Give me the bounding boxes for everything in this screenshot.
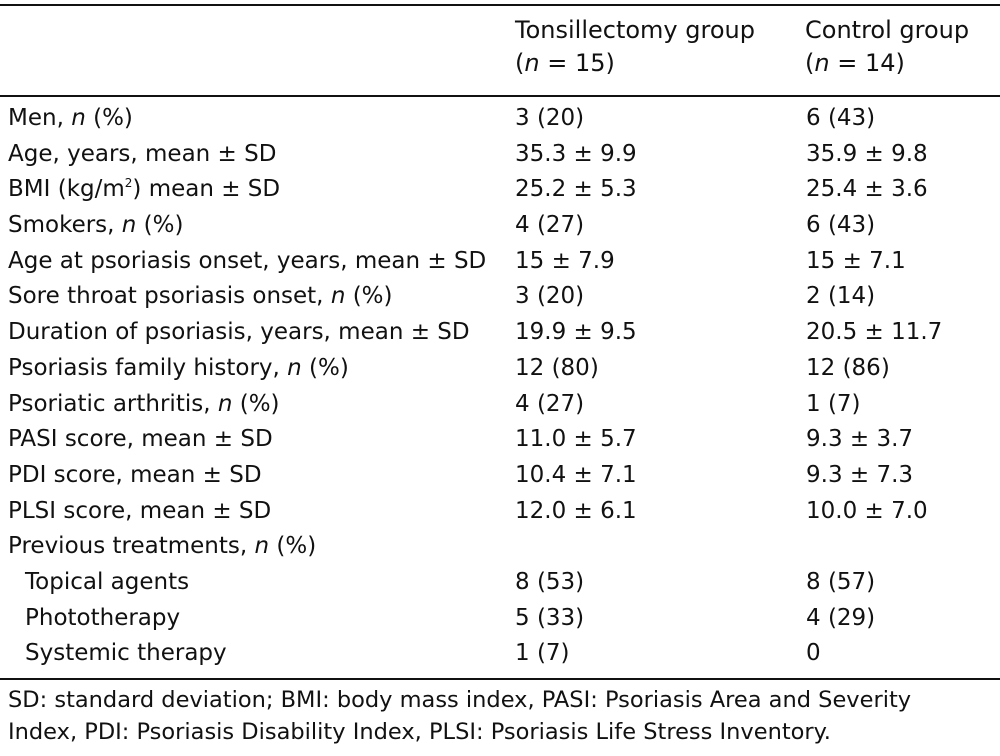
table-row: Phototherapy 5 (33) 4 (29) bbox=[0, 601, 1000, 637]
cell-tonsillectomy-value: 19.9 ± 9.5 bbox=[515, 319, 637, 346]
cell-tonsillectomy-value: 12.0 ± 6.1 bbox=[515, 497, 637, 524]
cell-control-value: 9.3 ± 3.7 bbox=[806, 426, 914, 453]
row-label: Duration of psoriasis, years, mean ± SD bbox=[8, 319, 470, 346]
row-label: Systemic therapy bbox=[25, 640, 227, 667]
table-row: Men, n (%) 3 (20) 6 (43) bbox=[0, 101, 1000, 137]
cell-tonsillectomy-value: 1 (7) bbox=[515, 640, 570, 667]
row-label-italic: n bbox=[254, 533, 270, 560]
table-row: Age at psoriasis onset, years, mean ± SD… bbox=[0, 244, 1000, 280]
cell-tonsillectomy-value: 4 (27) bbox=[515, 390, 585, 417]
row-label-italic: n bbox=[217, 390, 233, 417]
table-footnote: SD: standard deviation; BMI: body mass i… bbox=[8, 684, 998, 748]
cell-tonsillectomy-value: 10.4 ± 7.1 bbox=[515, 461, 637, 488]
table-row: Topical agents 8 (53) 8 (57) bbox=[0, 565, 1000, 601]
cell-tonsillectomy-value: 15 ± 7.9 bbox=[515, 247, 615, 274]
cell-tonsillectomy-value: 3 (20) bbox=[515, 283, 585, 310]
header-control-group: Control group (n = 14) bbox=[805, 14, 969, 80]
row-label: PDI score, mean ± SD bbox=[8, 461, 262, 488]
table-row: Duration of psoriasis, years, mean ± SD 1… bbox=[0, 315, 1000, 351]
row-label-text: (%) bbox=[345, 283, 393, 310]
table-row: Psoriatic arthritis, n (%) 4 (27) 1 (7) bbox=[0, 387, 1000, 423]
row-label-text: (%) bbox=[232, 390, 280, 417]
table-row: PDI score, mean ± SD 10.4 ± 7.1 9.3 ± 7.3 bbox=[0, 458, 1000, 494]
table-bottom-rule bbox=[0, 678, 1000, 680]
table-row: Age, years, mean ± SD 35.3 ± 9.9 35.9 ± 9.… bbox=[0, 137, 1000, 173]
row-label-italic: n bbox=[330, 283, 346, 310]
cell-tonsillectomy-value: 4 (27) bbox=[515, 212, 585, 239]
table-row: Psoriasis family history, n (%) 12 (80) 12… bbox=[0, 351, 1000, 387]
table-row: BMI (kg/m2) mean ± SD 25.2 ± 5.3 25.4 ± 3.… bbox=[0, 172, 1000, 208]
cell-control-value: 35.9 ± 9.8 bbox=[806, 140, 928, 167]
footnote-line-1: SD: standard deviation; BMI: body mass i… bbox=[8, 687, 912, 713]
row-label: Smokers, n (%) bbox=[8, 208, 184, 244]
cell-control-value: 25.4 ± 3.6 bbox=[806, 176, 928, 203]
cell-control-value: 0 bbox=[806, 640, 821, 667]
row-label-text: ) mean ± SD bbox=[132, 176, 281, 203]
cell-tonsillectomy-value: 25.2 ± 5.3 bbox=[515, 176, 637, 203]
row-label: Topical agents bbox=[25, 568, 190, 595]
row-label: Psoriatic arthritis, n (%) bbox=[8, 387, 280, 423]
header-col1-title: Tonsillectomy group bbox=[515, 16, 755, 44]
header-col2-n: (n = 14) bbox=[805, 49, 905, 77]
row-label: Men, n (%) bbox=[8, 101, 133, 137]
cell-control-value: 6 (43) bbox=[806, 212, 876, 239]
table-header: Tonsillectomy group (n = 15) Control gro… bbox=[0, 14, 1000, 86]
header-tonsillectomy-group: Tonsillectomy group (n = 15) bbox=[515, 14, 755, 80]
table-row: Sore throat psoriasis onset, n (%) 3 (20)… bbox=[0, 279, 1000, 315]
row-label: Psoriasis family history, n (%) bbox=[8, 351, 349, 387]
table-header-rule bbox=[0, 95, 1000, 97]
table-body: Men, n (%) 3 (20) 6 (43) Age, years, mean ±… bbox=[0, 101, 1000, 672]
table-row: Previous treatments, n (%) bbox=[0, 529, 1000, 565]
row-label: Phototherapy bbox=[25, 604, 181, 631]
row-label-text: (%) bbox=[301, 354, 349, 381]
cell-control-value: 12 (86) bbox=[806, 354, 890, 381]
cell-control-value: 20.5 ± 11.7 bbox=[806, 319, 943, 346]
row-label-text: (%) bbox=[85, 105, 133, 131]
cell-control-value: 10.0 ± 7.0 bbox=[806, 497, 928, 524]
cell-tonsillectomy-value: 35.3 ± 9.9 bbox=[515, 140, 637, 167]
row-label-text: Previous treatments, bbox=[8, 533, 255, 560]
row-label: Sore throat psoriasis onset, n (%) bbox=[8, 279, 393, 315]
cell-control-value: 4 (29) bbox=[806, 604, 876, 631]
row-label-text: Sore throat psoriasis onset, bbox=[8, 283, 331, 310]
row-label-italic: n bbox=[121, 212, 137, 239]
row-label-text: Men, bbox=[8, 105, 72, 131]
row-label-text: Psoriasis family history, bbox=[8, 354, 288, 381]
cell-tonsillectomy-value: 12 (80) bbox=[515, 354, 599, 381]
row-label-text: Psoriatic arthritis, bbox=[8, 390, 218, 417]
table-row: PLSI score, mean ± SD 12.0 ± 6.1 10.0 ± 7.… bbox=[0, 494, 1000, 530]
row-label: PLSI score, mean ± SD bbox=[8, 497, 272, 524]
row-label-text: (%) bbox=[136, 212, 184, 239]
row-label-italic: n bbox=[71, 105, 86, 131]
row-label: Age, years, mean ± SD bbox=[8, 140, 277, 167]
row-label-text: Smokers, bbox=[8, 212, 122, 239]
cell-control-value: 2 (14) bbox=[806, 283, 876, 310]
row-label-italic: n bbox=[287, 354, 302, 381]
cell-control-value: 9.3 ± 7.3 bbox=[806, 461, 914, 488]
cell-tonsillectomy-value: 11.0 ± 5.7 bbox=[515, 426, 637, 453]
footnote-line-2: Index, PDI: Psoriasis Disability Index, … bbox=[8, 719, 831, 745]
table-row: Systemic therapy 1 (7) 0 bbox=[0, 636, 1000, 672]
row-label: Previous treatments, n (%) bbox=[8, 529, 316, 565]
header-col1-n: (n = 15) bbox=[515, 49, 615, 77]
table-row: PASI score, mean ± SD 11.0 ± 5.7 9.3 ± 3.7 bbox=[0, 422, 1000, 458]
header-col2-title: Control group bbox=[805, 16, 970, 44]
row-label: Age at psoriasis onset, years, mean ± SD bbox=[8, 247, 487, 274]
row-label-text: BMI (kg/m bbox=[8, 176, 125, 203]
row-label: BMI (kg/m2) mean ± SD bbox=[8, 172, 280, 208]
row-label: PASI score, mean ± SD bbox=[8, 426, 273, 453]
cell-tonsillectomy-value: 8 (53) bbox=[515, 568, 585, 595]
cell-tonsillectomy-value: 5 (33) bbox=[515, 604, 585, 631]
cell-control-value: 15 ± 7.1 bbox=[806, 247, 906, 274]
cell-control-value: 6 (43) bbox=[806, 105, 876, 131]
cell-control-value: 8 (57) bbox=[806, 568, 876, 595]
table-top-rule bbox=[0, 4, 1000, 6]
cell-control-value: 1 (7) bbox=[806, 390, 861, 417]
table-row: Smokers, n (%) 4 (27) 6 (43) bbox=[0, 208, 1000, 244]
row-label-superscript: 2 bbox=[124, 176, 133, 191]
row-label-text: (%) bbox=[269, 533, 317, 560]
cell-tonsillectomy-value: 3 (20) bbox=[515, 105, 585, 131]
